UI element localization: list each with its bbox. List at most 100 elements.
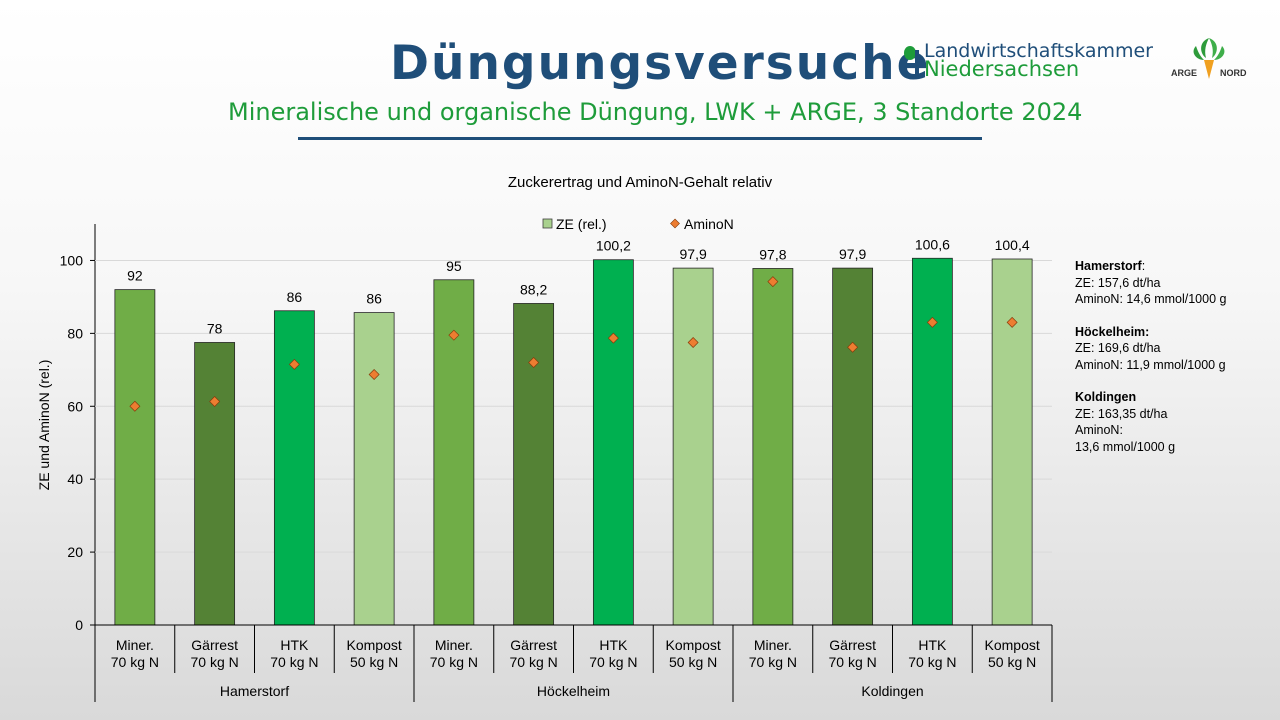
group-label: Höckelheim [537, 683, 610, 699]
x-tick-label-line2: 50 kg N [350, 654, 398, 670]
data-label: 78 [207, 320, 223, 336]
data-label: 100,4 [995, 237, 1030, 253]
aminon-marker [1006, 316, 1018, 328]
lwk-logo: Landwirtschaftskammer Niedersachsen [902, 40, 1153, 82]
data-label: 97,8 [759, 246, 786, 262]
note-block: Koldingen ZE: 163,35 dt/ha AminoN: 13,6 mmo… [1075, 389, 1275, 455]
aminon-marker [607, 332, 619, 344]
bar-htk [592, 259, 634, 626]
data-label: 100,6 [915, 236, 950, 252]
beet-leaves-icon [1193, 38, 1225, 79]
x-tick-label-line1: Miner. [754, 637, 792, 653]
aminon-marker [528, 357, 540, 369]
x-tick-label-line2: 70 kg N [111, 654, 159, 670]
note-line: ZE: 163,35 dt/ha [1075, 406, 1168, 421]
note-line: AminoN: [1075, 423, 1123, 437]
x-tick-label-line1: Miner. [116, 637, 154, 653]
data-label: 97,9 [839, 246, 866, 262]
legend-marker-label: AminoN [684, 216, 734, 232]
data-label: 100,2 [596, 238, 631, 254]
y-axis: 0 20 40 60 80 100 [60, 224, 96, 633]
bar-kompost [991, 258, 1033, 626]
legend-bar-swatch [542, 218, 553, 229]
x-tick-label-line2: 50 kg N [988, 654, 1036, 670]
nord-text: NORD [1220, 68, 1247, 78]
x-tick-label-line1: Kompost [666, 637, 721, 653]
bar-gaerrest [194, 342, 236, 626]
aminon-marker [847, 341, 859, 353]
slide-subtitle: Mineralische und organische Düngung, LWK… [228, 98, 1083, 126]
group-label: Hamerstorf [220, 683, 289, 699]
y-tick-label: 0 [75, 617, 83, 633]
leaf-icon [904, 46, 919, 77]
x-tick-label-line2: 70 kg N [510, 654, 558, 670]
lwk-logo-line1: Landwirtschaftskammer [924, 40, 1153, 62]
arge-nord-logo: ARGE NORD [1171, 38, 1247, 79]
aminon-marker [926, 316, 938, 328]
x-tick-label-line2: 70 kg N [270, 654, 318, 670]
lwk-logo-line2: Niedersachsen [924, 57, 1080, 81]
note-block: Hamerstorf: ZE: 157,6 dt/ha AminoN: 14,6 m… [1075, 258, 1275, 308]
side-notes: Hamerstorf: ZE: 157,6 dt/ha AminoN: 14,6 m… [1075, 258, 1275, 471]
note-location: Höckelheim: [1075, 324, 1150, 339]
legend: ZE (rel.) AminoN [542, 216, 734, 232]
y-axis-label: ZE und AminoN (rel.) [36, 360, 52, 491]
x-tick-label-line1: HTK [599, 637, 628, 653]
plot-area: 92 78 86 86 95 88,2 100,2 97,9 97,8 97,9 100,6 100,… [95, 236, 1052, 626]
x-tick-label-line2: 70 kg N [908, 654, 956, 670]
note-line: 13,6 mmol/1000 g [1075, 439, 1176, 454]
aminon-marker [368, 369, 380, 381]
slide-title: Düngungsversuche [390, 36, 931, 91]
note-heading: Koldingen [1075, 389, 1275, 406]
x-tick-label-line1: Kompost [985, 637, 1040, 653]
note-heading: Hamerstorf: [1075, 258, 1275, 275]
note-line: ZE: 169,6 dt/ha [1075, 341, 1161, 355]
note-location: Koldingen [1075, 390, 1137, 404]
x-tick-label-line2: 70 kg N [589, 654, 637, 670]
data-label: 95 [446, 258, 462, 274]
note-block: Höckelheim: ZE: 169,6 dt/ha AminoN: 11,9 m… [1075, 324, 1275, 374]
x-tick-label-line1: HTK [280, 637, 309, 653]
group-label: Koldingen [861, 683, 923, 699]
note-line: AminoN: 11,9 mmol/1000 g [1075, 357, 1226, 372]
bar-kompost [672, 267, 714, 626]
x-tick-label-line1: Kompost [347, 637, 402, 653]
x-tick-label-line2: 70 kg N [430, 654, 478, 670]
arge-text: ARGE [1171, 68, 1197, 78]
note-location: Hamerstorf [1075, 259, 1142, 273]
bar-miner [114, 289, 156, 626]
data-label: 86 [287, 289, 303, 305]
y-tick-label: 80 [67, 325, 83, 341]
x-tick-label-line1: Gärrest [510, 637, 557, 653]
note-line: ZE: 157,6 dt/ha [1075, 275, 1161, 290]
legend-marker-swatch [670, 218, 680, 229]
data-label: 97,9 [680, 246, 707, 262]
aminon-marker [687, 336, 699, 348]
aminon-marker [209, 396, 221, 408]
aminon-marker [129, 400, 141, 412]
aminon-marker [288, 358, 300, 370]
y-tick-label: 20 [67, 544, 83, 560]
data-label: 92 [127, 268, 143, 284]
x-tick-label-line2: 50 kg N [669, 654, 717, 670]
x-tick-label-line1: HTK [918, 637, 947, 653]
aminon-marker [448, 329, 460, 341]
y-tick-label: 60 [67, 398, 83, 414]
x-tick-label-line2: 70 kg N [829, 654, 877, 670]
title-divider [298, 137, 982, 140]
bar-gaerrest [832, 267, 874, 626]
y-tick-label: 40 [67, 471, 83, 487]
note-line: AminoN: 14,6 mmol/1000 g [1075, 292, 1227, 306]
x-tick-label-line1: Miner. [435, 637, 473, 653]
chart-title: Zuckerertrag und AminoN-Gehalt relativ [508, 174, 773, 191]
data-label: 88,2 [520, 281, 547, 297]
x-tick-label-line2: 70 kg N [191, 654, 239, 670]
bar-htk [911, 257, 953, 626]
note-heading: Höckelheim: [1075, 324, 1275, 341]
x-tick-label-line1: Gärrest [191, 637, 238, 653]
data-label: 86 [366, 291, 382, 307]
x-tick-label-line2: 70 kg N [749, 654, 797, 670]
note-suffix: : [1141, 259, 1146, 273]
